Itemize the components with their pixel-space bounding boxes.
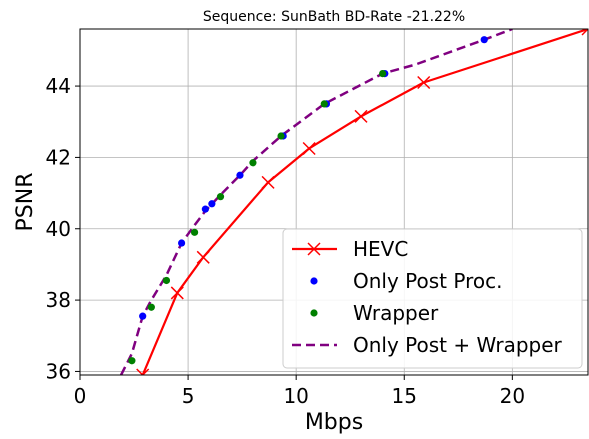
data-point-hevc (417, 75, 431, 90)
y-axis-label: PSNR (13, 173, 38, 232)
data-point-hevc (261, 175, 275, 189)
legend-label-wrapper: Wrapper (353, 301, 439, 325)
data-point-hevc (136, 368, 150, 375)
x-tick-label: 5 (182, 384, 195, 408)
legend-label-only-post-proc: Only Post Proc. (353, 269, 502, 293)
series-line-hevc (141, 29, 588, 375)
data-point-wrapper (216, 193, 225, 201)
data-point-wrapper (379, 69, 387, 78)
data-point-hevc (581, 29, 588, 36)
y-tick-label: 36 (46, 359, 71, 383)
data-point-hevc (302, 141, 316, 156)
x-tick-label: 10 (283, 384, 308, 408)
x-axis-label: Mbps (305, 410, 363, 435)
data-point-only-post-proc (208, 200, 216, 208)
y-tick-label: 44 (46, 74, 71, 98)
y-axis: 36 38 40 42 44 (46, 74, 80, 383)
y-tick-label: 40 (46, 217, 71, 241)
x-tick-label: 20 (500, 384, 525, 408)
legend-marker-only-post-proc (310, 277, 318, 285)
legend: HEVC Only Post Proc. Wrapper Only Post + Wr… (282, 228, 583, 369)
data-point-wrapper (162, 276, 171, 285)
data-point-only-post-proc (178, 239, 186, 247)
data-point-hevc (354, 109, 368, 123)
plot-content (119, 29, 588, 375)
data-point-wrapper (277, 132, 285, 140)
data-point-wrapper (190, 228, 199, 236)
chart-title: Sequence: SunBath BD-Rate -21.22% (203, 9, 465, 25)
x-tick-label: 0 (74, 384, 87, 408)
x-axis: 0 5 10 15 20 (74, 375, 525, 408)
data-point-wrapper (128, 357, 136, 365)
legend-label-only-post-wrapper: Only Post + Wrapper (353, 333, 563, 357)
y-tick-label: 38 (46, 288, 71, 312)
data-point-wrapper (249, 159, 257, 167)
data-point-only-post-proc (139, 312, 147, 320)
data-point-only-post-proc (236, 171, 244, 179)
legend-label-hevc: HEVC (353, 237, 408, 261)
data-point-only-post-proc (201, 205, 209, 213)
data-point-hevc (170, 286, 184, 300)
legend-marker-wrapper (310, 309, 318, 317)
data-point-only-post-proc (480, 36, 488, 44)
x-tick-label: 15 (392, 384, 417, 408)
y-tick-label: 42 (46, 145, 71, 169)
data-point-wrapper (320, 100, 328, 108)
data-point-wrapper (147, 303, 155, 311)
legend-box (282, 228, 583, 369)
grid-lines (79, 29, 588, 375)
legend-marker-hevc (307, 242, 321, 256)
data-point-hevc (196, 250, 210, 264)
plot-frame (79, 28, 589, 376)
